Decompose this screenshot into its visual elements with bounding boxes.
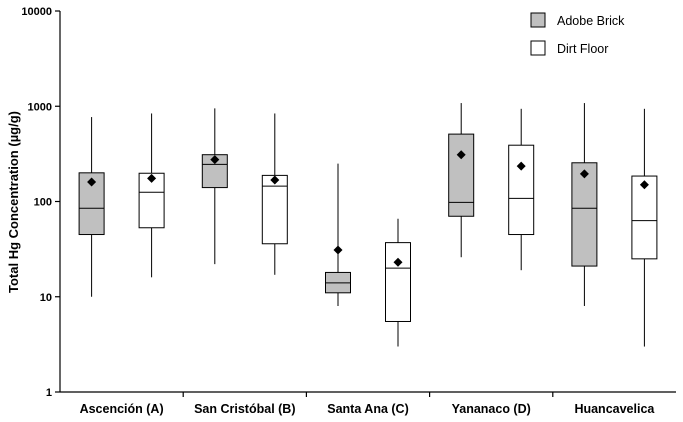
x-tick-label-san-cristobal-b: San Cristóbal (B) — [194, 402, 295, 416]
legend-swatch-adobe-brick — [530, 12, 546, 28]
box-iqr — [631, 175, 658, 260]
box-dirt-floor-san-cristobal-b — [261, 113, 288, 275]
x-tick-label-ascencion-a: Ascención (A) — [80, 402, 164, 416]
mean-marker — [87, 177, 97, 187]
mean-marker — [393, 257, 403, 267]
y-tick-label: 100 — [34, 197, 52, 209]
mean-marker — [516, 161, 526, 171]
box-iqr — [261, 174, 288, 245]
mean-marker — [333, 245, 343, 255]
box-dirt-floor-santa-ana-c — [385, 218, 411, 347]
box-dirt-floor-yananaco-d — [508, 108, 535, 271]
legend-swatch-dirt-floor — [530, 40, 546, 56]
box-adobe-brick-santa-ana-c — [325, 163, 351, 306]
x-tick-label-santa-ana-c: Santa Ana (C) — [327, 402, 409, 416]
box-adobe-brick-ascencion-a — [78, 117, 105, 297]
box-adobe-brick-huancavelica — [571, 103, 598, 306]
x-tick-label-yananaco-d: Yananaco (D) — [452, 402, 531, 416]
box-dirt-floor-ascencion-a — [138, 113, 165, 278]
mean-marker — [456, 150, 466, 160]
y-tick-label: 10 — [40, 292, 52, 304]
box-adobe-brick-yananaco-d — [448, 103, 475, 258]
legend-label-adobe-brick: Adobe Brick — [557, 14, 625, 28]
legend-label-dirt-floor: Dirt Floor — [557, 42, 608, 56]
box-marks — [78, 103, 658, 347]
x-tick-label-huancavelica: Huancavelica — [574, 402, 655, 416]
y-tick-label: 1 — [46, 387, 52, 399]
axes: 1 10 100 1000 10000 Ascención (A) San Cristóba… — [21, 6, 676, 416]
legend-item-adobe-brick: Adobe Brick — [530, 12, 625, 28]
box-iqr — [448, 133, 475, 217]
box-iqr — [571, 162, 598, 267]
box-iqr — [508, 144, 535, 236]
box-adobe-brick-san-cristobal-b — [201, 108, 228, 265]
legend: Adobe Brick Dirt Floor — [530, 12, 625, 56]
box-iqr — [385, 242, 411, 322]
y-tick-label: 1000 — [28, 101, 52, 113]
box-dirt-floor-huancavelica — [631, 108, 658, 347]
mean-marker — [210, 155, 220, 165]
y-tick-label: 10000 — [21, 6, 52, 18]
mean-marker — [639, 180, 649, 190]
y-axis-title: Total Hg Concentration (µg/g) — [6, 111, 21, 293]
mean-marker — [147, 173, 157, 183]
legend-item-dirt-floor: Dirt Floor — [530, 40, 608, 56]
mean-marker — [579, 169, 589, 179]
mean-marker — [270, 175, 280, 185]
